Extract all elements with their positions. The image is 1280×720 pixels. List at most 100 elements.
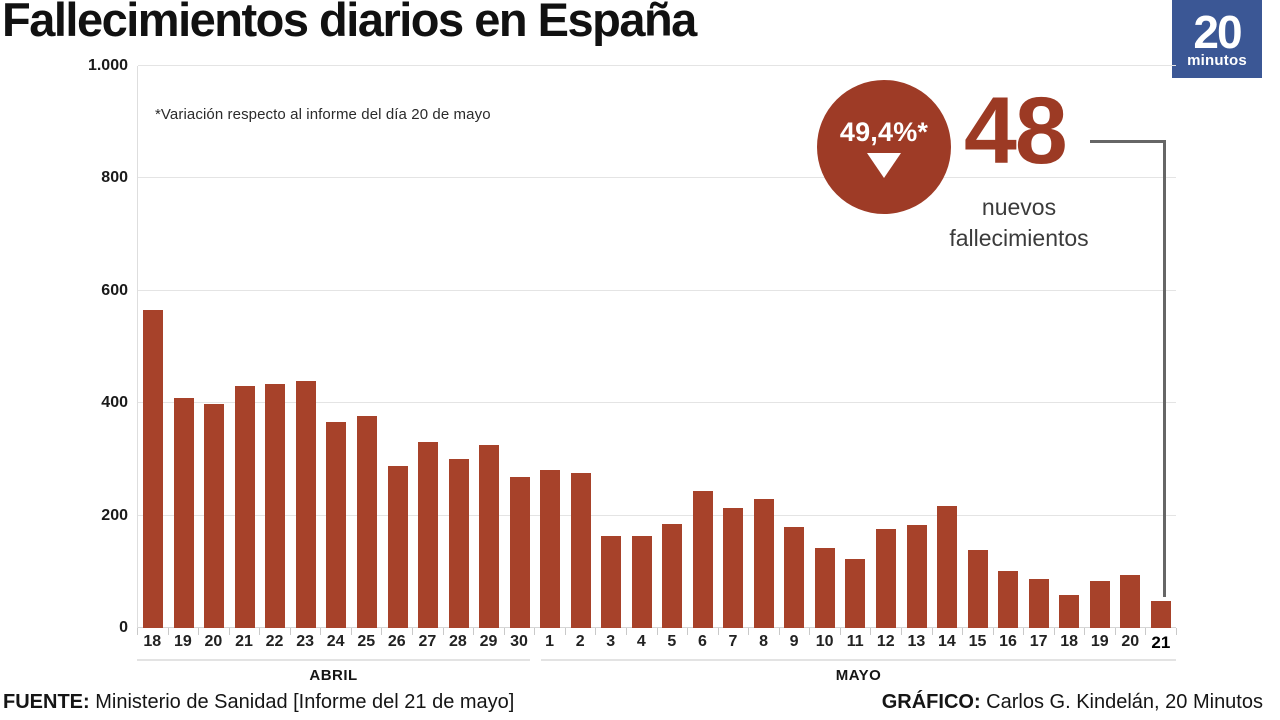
x-tick-label: 6 [697,633,707,650]
bar-slot [199,66,230,628]
gridline [138,514,1176,516]
gridline [138,627,1176,628]
bar [723,508,744,628]
bar-slot [1115,66,1146,628]
bar [143,310,164,628]
month-label: ABRIL [309,667,358,684]
x-tick-label: 16 [999,633,1017,650]
x-tick-label: 20 [1121,633,1140,650]
logo-word: minutos [1187,51,1247,69]
source-credit: FUENTE: Ministerio de Sanidad [Informe d… [3,691,514,714]
x-tick-label: 8 [759,633,768,650]
x-tick-label: 23 [296,633,314,650]
x-axis-ticks [137,628,1177,635]
logo-number: 20 [1193,5,1242,58]
x-tick-label: 24 [326,633,345,650]
bar-slot [718,66,749,628]
bar-slot [1023,66,1054,628]
bar-slot [962,66,993,628]
bar [876,529,897,628]
bar [356,415,377,628]
highlight-caption-line2: fallecimientos [949,225,1089,251]
footnote-annotation: *Variación respecto al informe del día 2… [155,106,491,123]
x-axis-labels: 18 19 20 21 22 23 24 25 26 27 28 29 30 1 2 3 4 5 6 7 8 9 10 11 1… [137,633,1176,653]
bar [753,499,774,628]
bar [448,458,469,628]
percent-change-badge: 49,4%* [817,80,951,214]
y-tick-label: 200 [101,506,128,524]
x-axis-tick [259,628,261,635]
bar [814,547,835,628]
x-tick-label: 1 [545,633,555,650]
x-tick-label: 13 [907,633,926,650]
bar-slot [871,66,902,628]
x-tick-label: 14 [938,633,956,650]
bar [631,535,652,628]
bar-slot [352,66,383,628]
callout-connector-horizontal [1090,140,1166,143]
bar-slot [657,66,688,628]
y-tick-label: 0 [119,619,128,636]
bar-series [138,66,1176,628]
bar-slot [321,66,352,628]
gridline [138,289,1176,291]
bar-slot [291,66,322,628]
x-tick-label: 30 [510,633,528,650]
bar-slot [169,66,200,628]
x-axis-tick [656,628,658,635]
x-axis-tick [137,628,138,635]
callout-connector-vertical [1163,140,1166,597]
x-tick-label: 15 [968,633,987,650]
bar-slot [474,66,505,628]
x-tick-label: 26 [387,633,406,650]
x-axis-tick [931,628,933,635]
bar [967,550,988,628]
bar [1089,581,1110,628]
x-tick-label: 19 [173,633,192,650]
x-axis-tick [534,628,536,635]
x-axis-tick [1145,628,1147,635]
bar-slot [504,66,535,628]
bar-slot [443,66,474,628]
month-group-abril: ABRIL [137,659,531,684]
x-axis-tick [320,628,322,635]
bar [479,445,500,628]
page-title: Fallecimientos diarios en España [2,0,697,46]
x-axis-tick [625,628,627,635]
20minutos-logo: 20 minutos [1172,0,1262,78]
y-tick-label: 800 [101,169,128,187]
bar [326,421,347,628]
x-axis-tick [595,628,597,635]
y-axis-labels: 1.000 800 600 400 200 0 [0,58,128,636]
x-tick-label: 9 [789,633,799,650]
x-axis-tick [839,628,841,635]
bar [601,535,622,628]
x-axis-tick [1176,628,1177,635]
x-axis-tick [503,628,505,635]
bar [1120,574,1141,628]
x-tick-label: 10 [815,633,834,650]
bar-slot [901,66,932,628]
x-tick-label: 11 [846,633,864,650]
bar [1059,594,1080,628]
highlight-caption-line1: nuevos [981,194,1057,220]
bar-slot [565,66,596,628]
x-tick-label: 7 [728,633,738,650]
x-tick-label: 28 [449,633,467,650]
month-group-labels: ABRIL MAYO [137,659,1176,684]
x-axis-tick [1114,628,1116,635]
x-axis-tick [564,628,566,635]
highlight-number: 48 [964,78,1068,184]
x-axis-tick [381,628,383,635]
bar-slot [138,66,169,628]
x-axis-tick [1053,628,1055,635]
bar-slot [993,66,1024,628]
x-axis-tick [717,628,719,635]
bar [998,570,1019,628]
gridline [138,65,1176,66]
x-tick-label: 20 [204,633,223,650]
bar [173,397,194,628]
arrow-down-icon [867,152,901,178]
x-axis-tick [687,628,689,635]
x-axis-tick [809,628,811,635]
